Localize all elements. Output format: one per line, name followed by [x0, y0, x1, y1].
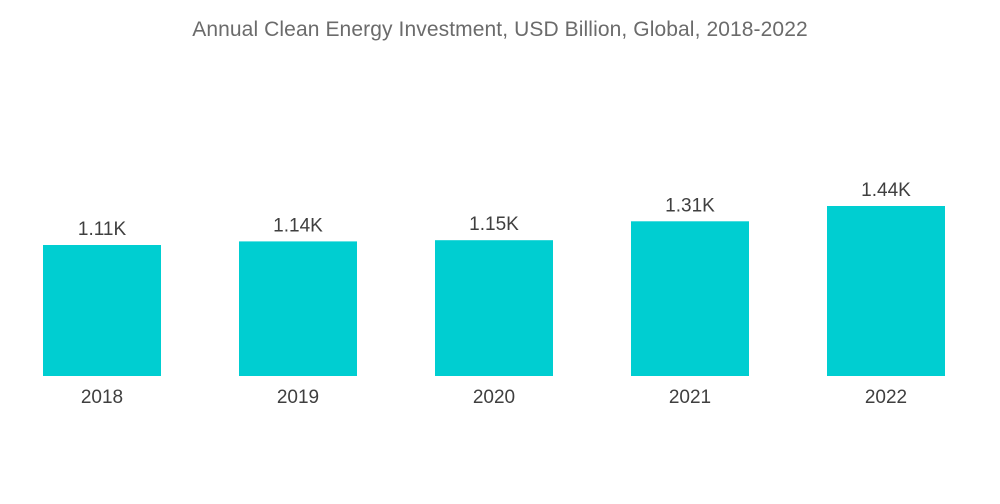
chart-title: Annual Clean Energy Investment, USD Bill…: [192, 18, 808, 41]
bar-2020: [435, 240, 553, 376]
value-label-2019: 1.14K: [273, 215, 323, 236]
x-tick-label-2020: 2020: [473, 387, 515, 408]
bar-2021: [631, 221, 749, 376]
x-tick-label-2022: 2022: [865, 387, 907, 408]
x-tick-label-2021: 2021: [669, 387, 711, 408]
value-labels-layer: 1.11K 1.14K 1.15K 1.31K 1.44K: [78, 180, 911, 240]
x-tick-label-2019: 2019: [277, 387, 319, 408]
value-label-2020: 1.15K: [469, 214, 519, 235]
value-label-2018: 1.11K: [78, 219, 127, 240]
bar-2018: [43, 245, 161, 376]
x-axis-layer: 2018 2019 2020 2021 2022: [81, 387, 907, 408]
value-label-2022: 1.44K: [861, 180, 911, 201]
x-tick-label-2018: 2018: [81, 387, 123, 408]
bar-2022: [827, 206, 945, 376]
bars-layer: [43, 206, 945, 376]
bar-2019: [239, 241, 357, 376]
value-label-2021: 1.31K: [665, 195, 715, 216]
